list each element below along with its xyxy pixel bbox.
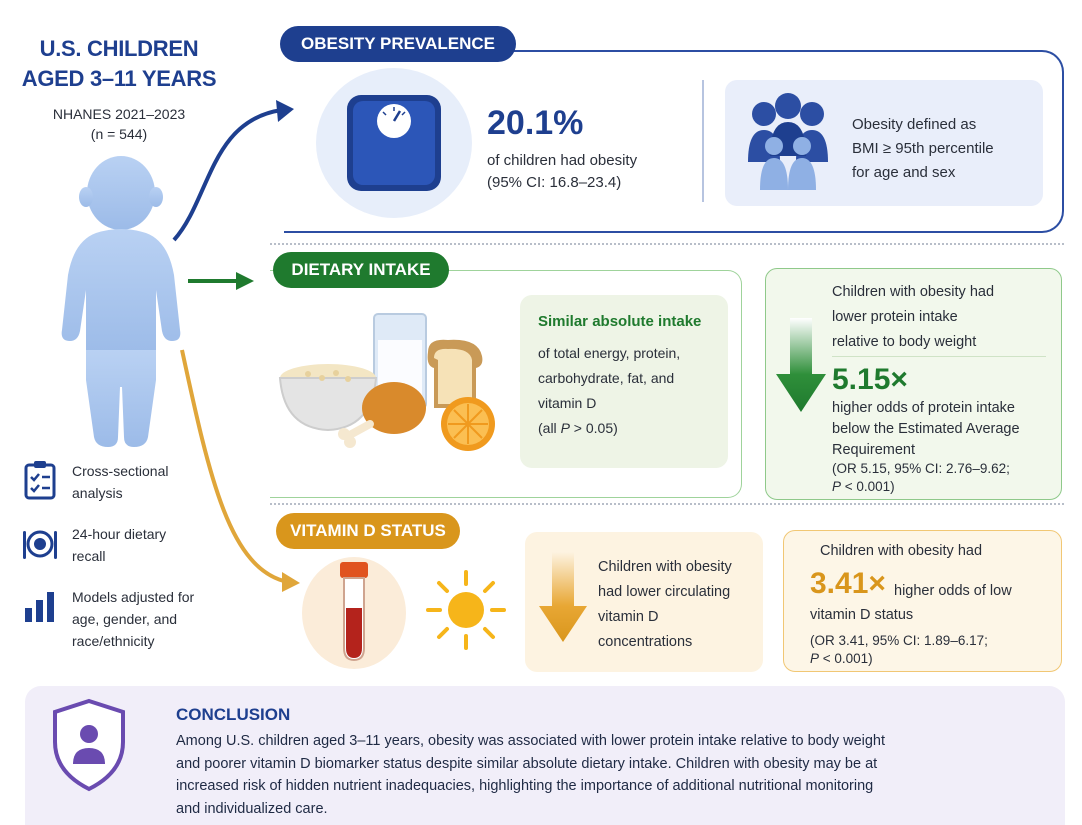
vitd-lower-line: vitamin D	[598, 609, 659, 625]
vitd-or-p-value: P < 0.001)	[810, 651, 873, 666]
vitd-odds: 3.41×	[810, 567, 886, 600]
conclusion-title: CONCLUSION	[176, 705, 291, 724]
cohort-title-line1: U.S. CHILDREN	[39, 36, 199, 61]
obesity-ci: (95% CI: 16.8–23.4)	[487, 174, 622, 191]
protein-odds-line: Requirement	[832, 442, 916, 458]
obesity-definition-text: Obesity defined as BMI ≥ 95th percentile…	[852, 113, 994, 185]
plate-utensils-icon	[23, 530, 57, 559]
protein-odds-line: higher odds of protein intake	[832, 400, 1015, 416]
method-text-line: analysis	[72, 485, 123, 501]
bar-chart-icon	[25, 592, 54, 622]
vitd-odds-text1: higher odds of low	[894, 583, 1012, 599]
cohort-title: U.S. CHILDREN AGED 3–11 YEARS	[14, 34, 224, 94]
shield-person-icon	[53, 698, 125, 792]
obesity-definition-line: Obesity defined as	[852, 116, 977, 133]
method-item-models-adjusted: Models adjusted for age, gender, and rac…	[22, 586, 242, 652]
conclusion-panel	[25, 686, 1065, 825]
blue-connector-arrow	[172, 108, 283, 242]
vitd-or-line: (OR 3.41, 95% CI: 1.89–6.17;	[810, 633, 988, 648]
method-text-line: Cross-sectional	[72, 463, 169, 479]
similar-intake-line: vitamin D	[538, 395, 597, 411]
method-text-line: age, gender, and	[72, 611, 178, 627]
family-group-icon	[748, 93, 828, 190]
food-group-icon	[278, 313, 495, 451]
section-divider	[270, 503, 1064, 505]
vitd-tab: VITAMIN D STATUS	[276, 513, 460, 549]
connector-arrows	[172, 100, 300, 592]
vitd-odds-heading: Children with obesity had	[820, 543, 983, 559]
method-text-line: recall	[72, 548, 106, 564]
down-arrow-green-icon	[776, 318, 826, 412]
obesity-divider	[702, 80, 704, 202]
blood-tube-icon	[340, 562, 368, 662]
survey-name: NHANES 2021–2023	[52, 106, 186, 122]
orange-connector-arrow	[180, 349, 289, 584]
down-arrow-orange-icon	[539, 552, 587, 642]
sun-icon	[426, 570, 506, 650]
obesity-desc-block: of children had obesity (95% CI: 16.8–23…	[487, 150, 637, 194]
protein-heading-line: lower protein intake	[832, 309, 958, 325]
obesity-definition-line: BMI ≥ 95th percentile	[852, 140, 994, 157]
weight-scale-icon	[347, 95, 441, 191]
blue-arrow-head	[276, 100, 294, 122]
protein-heading-line: relative to body weight	[832, 334, 977, 350]
obesity-desc: of children had obesity	[487, 152, 638, 169]
similar-intake-line: carbohydrate, fat, and	[538, 370, 675, 386]
dietary-tab: DIETARY INTAKE	[273, 252, 449, 288]
obesity-tab: OBESITY PREVALENCE	[280, 26, 516, 62]
protein-heading-line: Children with obesity had	[832, 284, 995, 300]
vitd-lower-line: had lower circulating	[598, 584, 731, 600]
cohort-subtitle: NHANES 2021–2023 (n = 544)	[14, 104, 224, 144]
vitd-lower-text: Children with obesity had lower circulat…	[598, 555, 732, 655]
protein-or-line: (OR 5.15, 95% CI: 2.76–9.62;	[832, 461, 1010, 476]
conclusion-line: increased risk of hidden nutrient inadeq…	[176, 778, 874, 794]
obesity-panel	[284, 50, 1064, 233]
similar-intake-line: of total energy, protein,	[538, 345, 681, 361]
vitd-odds-text2: vitamin D status	[810, 607, 914, 623]
obesity-definition-line: for age and sex	[852, 164, 956, 181]
conclusion-text: Among U.S. children aged 3–11 years, obe…	[176, 730, 1056, 820]
section-divider	[270, 243, 1064, 245]
protein-divider	[832, 356, 1046, 357]
sample-size: (n = 544)	[90, 126, 148, 142]
method-item-dietary-recall: 24-hour dietary recall	[22, 523, 242, 567]
conclusion-line: and poorer vitamin D biomarker status de…	[176, 755, 878, 772]
vitd-odds-card	[783, 530, 1062, 672]
cohort-title-line2: AGED 3–11 YEARS	[21, 66, 217, 91]
orange-arrow-head	[282, 572, 300, 592]
obesity-stat: 20.1%	[487, 104, 584, 142]
similar-intake-p-value: (all P > 0.05)	[538, 420, 618, 436]
method-text-line: 24-hour dietary	[72, 526, 167, 542]
vitd-lower-line: concentrations	[598, 634, 693, 650]
method-item-cross-sectional: Cross-sectional analysis	[22, 460, 242, 504]
similar-intake-card: Similar absolute intake of total energy,…	[520, 295, 728, 468]
clipboard-checklist-icon	[24, 461, 56, 500]
protein-heading: Children with obesity had lower protein …	[832, 280, 994, 355]
method-text-line: race/ethnicity	[72, 633, 155, 649]
method-text-line: Models adjusted for	[72, 589, 195, 605]
green-arrow-head	[236, 272, 254, 290]
dietary-panel	[270, 270, 742, 498]
vitd-lower-line: Children with obesity	[598, 559, 732, 575]
vitd-or: (OR 3.41, 95% CI: 1.89–6.17; P < 0.001)	[810, 632, 988, 668]
protein-odds-line: below the Estimated Average	[832, 421, 1020, 437]
child-silhouette-icon	[61, 156, 181, 447]
similar-intake-heading: Similar absolute intake	[538, 313, 702, 330]
protein-odds: 5.15×	[832, 363, 908, 396]
protein-or-p-value: P < 0.001)	[832, 479, 895, 494]
protein-odds-text: higher odds of protein intake below the …	[832, 398, 1020, 461]
conclusion-line: and individualized care.	[176, 800, 328, 817]
conclusion-line: Among U.S. children aged 3–11 years, obe…	[176, 733, 886, 749]
protein-or: (OR 5.15, 95% CI: 2.76–9.62; P < 0.001)	[832, 460, 1010, 496]
